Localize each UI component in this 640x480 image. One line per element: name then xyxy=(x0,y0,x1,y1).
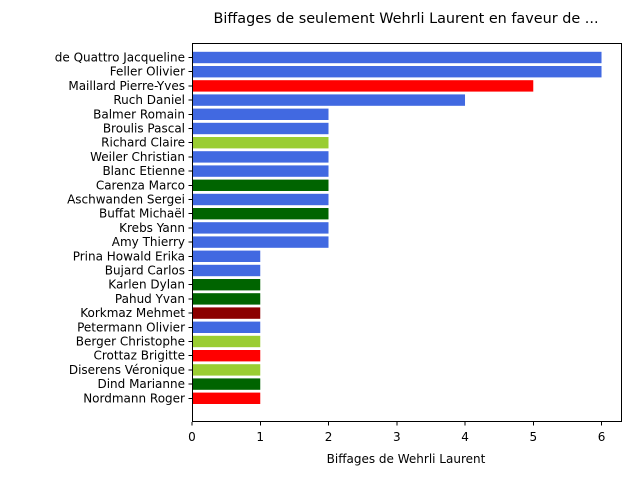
y-tick-label: Amy Thierry xyxy=(112,235,185,249)
bar xyxy=(192,66,602,78)
axes-frame xyxy=(192,43,622,422)
bar xyxy=(192,137,329,149)
bar xyxy=(192,335,261,348)
y-tick-label: Pahud Yvan xyxy=(115,292,185,306)
bar xyxy=(192,279,261,291)
y-tick-label: Bujard Carlos xyxy=(105,264,185,278)
bar xyxy=(192,392,261,404)
x-tick-label: 4 xyxy=(461,430,469,444)
bar xyxy=(192,122,329,135)
y-tick-label: Crottaz Brigitte xyxy=(93,349,185,363)
bar xyxy=(192,94,466,106)
y-tick-label: Broulis Pascal xyxy=(103,122,185,136)
x-tick-label: 1 xyxy=(256,430,264,444)
bar xyxy=(192,350,261,362)
y-tick-label: Korkmaz Mehmet xyxy=(80,306,185,320)
y-tick-label: Berger Christophe xyxy=(76,335,185,349)
y-tick-label: Blanc Etienne xyxy=(102,164,185,178)
bar xyxy=(192,293,261,305)
bar xyxy=(192,378,261,390)
y-tick-label: Dind Marianne xyxy=(97,377,185,391)
y-tick-label: Aschwanden Sergei xyxy=(67,193,185,207)
bar xyxy=(192,236,329,248)
bar xyxy=(192,222,329,234)
y-tick-label: Weiler Christian xyxy=(90,150,185,164)
y-tick-label: Krebs Yann xyxy=(119,221,185,235)
bar xyxy=(192,108,329,120)
x-tick-label: 6 xyxy=(598,430,606,444)
y-tick-label: Ruch Daniel xyxy=(113,93,185,107)
y-tick-label: Buffat Michaël xyxy=(99,207,185,221)
bars-group xyxy=(192,51,602,404)
y-tick-label: Richard Claire xyxy=(101,136,185,150)
x-tick-label: 5 xyxy=(529,430,537,444)
y-tick-label: Petermann Olivier xyxy=(77,320,185,334)
bar xyxy=(192,250,261,262)
y-tick-label: Karlen Dylan xyxy=(108,278,185,292)
bar xyxy=(192,80,534,92)
x-axis-ticks: 0 1 2 3 4 5 6 xyxy=(188,422,605,444)
y-tick-label: Nordmann Roger xyxy=(83,391,185,405)
y-tick-label: Prina Howald Erika xyxy=(73,249,185,263)
bar xyxy=(192,51,602,64)
x-tick-label: 3 xyxy=(393,430,401,444)
bar xyxy=(192,193,329,206)
y-tick-label: Diserens Véronique xyxy=(69,363,185,377)
y-tick-label: Balmer Romain xyxy=(93,107,185,121)
x-axis-label: Biffages de Wehrli Laurent xyxy=(327,452,486,466)
bar xyxy=(192,151,329,163)
y-tick-label: Maillard Pierre-Yves xyxy=(68,79,185,93)
bar xyxy=(192,321,261,333)
bar xyxy=(192,364,261,376)
y-tick-label: de Quattro Jacqueline xyxy=(55,51,185,65)
y-tick-label: Feller Olivier xyxy=(110,65,185,79)
bar xyxy=(192,264,261,277)
bar xyxy=(192,179,329,191)
bar xyxy=(192,208,329,220)
y-tick-label: Carenza Marco xyxy=(96,178,185,192)
bar xyxy=(192,165,329,177)
x-tick-label: 0 xyxy=(188,430,196,444)
bar xyxy=(192,307,261,319)
x-tick-label: 2 xyxy=(325,430,333,444)
chart-title: Biffages de seulement Wehrli Laurent en … xyxy=(213,11,598,27)
